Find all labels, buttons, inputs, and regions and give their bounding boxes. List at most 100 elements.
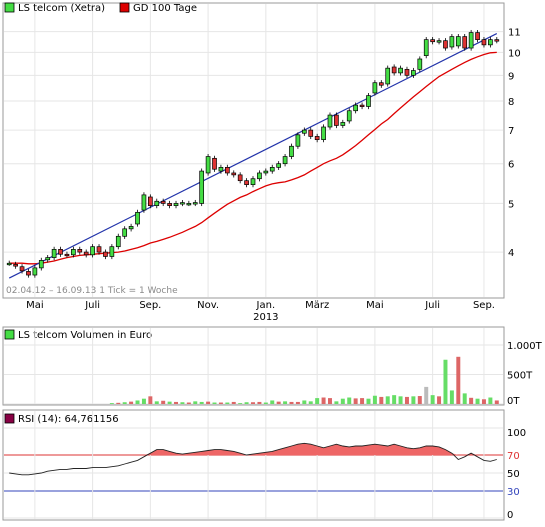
- candle-body: [128, 226, 134, 230]
- volume-bar: [122, 402, 127, 404]
- candle-body: [26, 271, 31, 276]
- candle-body: [192, 202, 198, 205]
- price-x-tick: Juli: [424, 300, 440, 311]
- volume-bar: [449, 390, 454, 404]
- volume-bar: [116, 402, 121, 404]
- candle-body: [327, 114, 333, 128]
- price-year-label: 2013: [253, 312, 278, 323]
- volume-bar: [494, 400, 499, 404]
- volume-bar: [193, 401, 198, 404]
- volume-bar: [148, 396, 153, 404]
- candle-body: [257, 172, 262, 180]
- volume-y-tick: 500T: [507, 371, 533, 382]
- volume-bars: [109, 356, 499, 404]
- candle-body: [308, 129, 314, 137]
- rsi-overbought-fill: [9, 443, 497, 455]
- price-x-tick: Sep.: [139, 300, 161, 311]
- volume-bar: [231, 401, 236, 404]
- candle-body: [96, 246, 102, 253]
- volume-bar: [289, 401, 294, 404]
- price-y-tick: 4: [508, 248, 514, 259]
- volume-bar: [404, 396, 409, 404]
- candle-body: [488, 39, 493, 46]
- candle-body: [346, 110, 352, 122]
- rsi-area: [9, 442, 497, 476]
- range-note: 02.04.12 – 16.09.13 1 Tick = 1 Woche: [6, 286, 178, 296]
- volume-bar: [109, 403, 114, 404]
- rsi-y-tick: 30: [507, 487, 520, 498]
- candle-body: [135, 211, 140, 225]
- price-panel-frame: [2, 2, 505, 299]
- candle-body: [154, 200, 160, 206]
- candle-body: [199, 170, 205, 204]
- price-y-tick: 11: [508, 28, 521, 39]
- candle-body: [51, 249, 57, 258]
- candle-body: [83, 251, 89, 256]
- candles: [6, 29, 500, 278]
- volume-bar: [283, 401, 288, 404]
- candle-body: [173, 203, 179, 206]
- volume-bar: [141, 398, 146, 404]
- volume-bar: [186, 402, 191, 404]
- price-x-tick: Nov.: [197, 300, 219, 311]
- candle-body: [423, 39, 429, 56]
- candle-body: [180, 202, 185, 205]
- price-x-axis: Mai Juli Sep. Nov. Jan. März Mai Juli Sep. 2013: [26, 300, 495, 323]
- candle-body: [385, 67, 391, 85]
- volume-bar: [154, 401, 159, 404]
- volume-bar: [411, 396, 416, 404]
- candle-body: [353, 104, 358, 112]
- price-y-tick: 10: [508, 48, 521, 59]
- price-x-tick: Sep.: [473, 300, 495, 311]
- volume-title: LS telcom Volumen in Euro: [18, 330, 152, 341]
- candle-body: [71, 249, 76, 256]
- volume-bar: [469, 397, 474, 404]
- volume-bar: [430, 395, 435, 404]
- candle-body: [45, 257, 51, 261]
- volume-bar: [462, 393, 467, 404]
- volume-bar: [174, 401, 179, 404]
- volume-bar: [398, 396, 403, 404]
- candle-body: [160, 200, 166, 204]
- candle-body: [224, 167, 230, 174]
- candle-body: [77, 249, 83, 253]
- candle-body: [64, 253, 70, 257]
- candle-body: [494, 39, 500, 42]
- rsi-y-tick: 100: [507, 428, 526, 439]
- candle-body: [404, 68, 410, 76]
- price-x-tick: Mai: [26, 300, 44, 311]
- volume-bar: [270, 400, 275, 404]
- legend-swatch-rsi: [4, 413, 15, 424]
- candle-body: [263, 170, 269, 174]
- candle-body: [205, 156, 211, 174]
- volume-bar: [218, 402, 223, 404]
- rsi-line: [9, 442, 497, 476]
- volume-bar: [238, 403, 243, 404]
- volume-bar: [315, 398, 320, 404]
- candle-body: [468, 32, 474, 49]
- candle-body: [186, 203, 192, 206]
- volume-bar: [251, 402, 255, 404]
- rsi-y-tick: 70: [507, 451, 520, 462]
- candle-body: [13, 264, 18, 267]
- volume-bar: [135, 400, 140, 404]
- legend-gd100: GD 100 Tage: [133, 3, 197, 14]
- legend-swatch-price: [4, 2, 15, 13]
- volume-bar: [129, 401, 134, 404]
- price-grid: [4, 4, 503, 297]
- candle-body: [340, 122, 346, 126]
- volume-bar: [302, 400, 307, 404]
- volume-bar: [481, 399, 486, 404]
- volume-bar: [180, 402, 185, 404]
- candle-body: [103, 251, 108, 257]
- candle-body: [475, 32, 480, 40]
- candle-body: [314, 136, 320, 140]
- candle-body: [231, 172, 237, 176]
- candle-body: [417, 58, 423, 70]
- rsi-panel-frame: [2, 409, 505, 521]
- candle-body: [455, 36, 461, 47]
- price-y-tick: 9: [508, 71, 514, 82]
- candle-body: [269, 167, 275, 172]
- volume-bar: [366, 398, 371, 404]
- candle-body: [391, 66, 397, 74]
